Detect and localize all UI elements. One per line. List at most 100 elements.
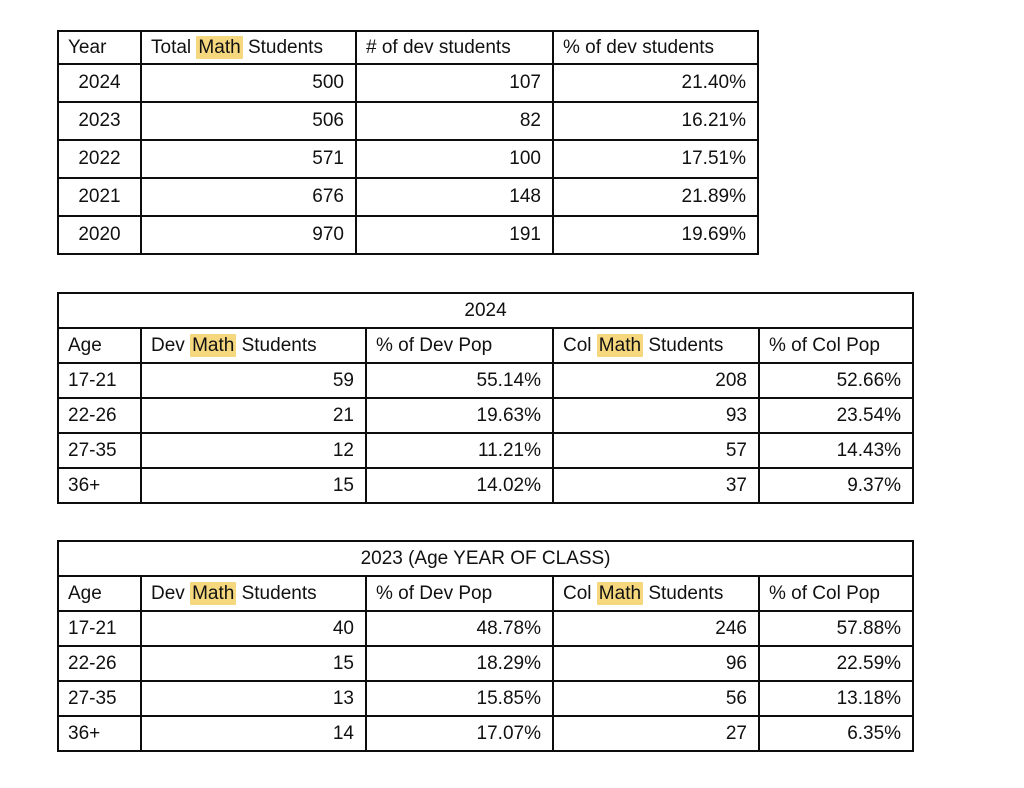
pct-col-pop-cell: 6.35% — [757, 715, 915, 752]
col-header-dev-math-students: Dev Math Students — [140, 575, 367, 612]
pct-dev-pop-cell: 48.78% — [365, 610, 554, 647]
pct-dev-pop-cell: 18.29% — [365, 645, 554, 682]
pct-dev-pop-cell: 19.63% — [365, 397, 554, 434]
year-cell: 2022 — [57, 139, 142, 179]
col-header-col-math-students: Col Math Students — [552, 575, 760, 612]
col-math-cell: 57 — [552, 432, 760, 469]
dev-math-cell: 13 — [140, 680, 367, 717]
total-students-cell: 506 — [140, 101, 357, 141]
search-highlight: Math — [190, 581, 237, 605]
col-header-num-dev-students: # of dev students — [355, 30, 554, 65]
age-cell: 36+ — [57, 715, 142, 752]
age-breakdown-2024-table: 2024 Age Dev Math Students % of Dev Pop … — [56, 292, 915, 504]
dev-math-cell: 14 — [140, 715, 367, 752]
table-row: 27-35 13 15.85% 56 13.18% — [57, 680, 915, 717]
pct-dev-cell: 17.51% — [552, 139, 759, 179]
table-row: 2022 571 100 17.51% — [57, 139, 759, 179]
age-cell: 36+ — [57, 467, 142, 504]
year-cell: 2024 — [57, 63, 142, 103]
table-header-row: Year Total Math Students # of dev studen… — [57, 30, 759, 65]
search-highlight: Math — [190, 333, 237, 357]
total-students-cell: 970 — [140, 215, 357, 255]
header-text: Col — [563, 582, 597, 604]
age-cell: 17-21 — [57, 362, 142, 399]
col-header-pct-dev-pop: % of Dev Pop — [365, 327, 554, 364]
dev-students-cell: 191 — [355, 215, 554, 255]
table-row: 17-21 40 48.78% 246 57.88% — [57, 610, 915, 647]
table-row: 2020 970 191 19.69% — [57, 215, 759, 255]
table-row: 36+ 14 17.07% 27 6.35% — [57, 715, 915, 752]
pct-dev-cell: 21.40% — [552, 63, 759, 103]
col-math-cell: 93 — [552, 397, 760, 434]
col-math-cell: 246 — [552, 610, 760, 647]
dev-math-cell: 21 — [140, 397, 367, 434]
pct-dev-pop-cell: 15.85% — [365, 680, 554, 717]
dev-math-cell: 12 — [140, 432, 367, 469]
col-math-cell: 27 — [552, 715, 760, 752]
pct-col-pop-cell: 13.18% — [757, 680, 915, 717]
col-header-year: Year — [57, 30, 142, 65]
table-title-row: 2024 — [56, 292, 915, 329]
dev-math-cell: 40 — [140, 610, 367, 647]
age-breakdown-2023-table: 2023 (Age YEAR OF CLASS) Age Dev Math St… — [56, 540, 915, 752]
table-title-row: 2023 (Age YEAR OF CLASS) — [56, 540, 915, 577]
table-row: 36+ 15 14.02% 37 9.37% — [57, 467, 915, 504]
table-title: 2023 (Age YEAR OF CLASS) — [56, 540, 915, 577]
dev-math-cell: 15 — [140, 467, 367, 504]
header-text: Col — [563, 334, 597, 356]
search-highlight: Math — [196, 35, 243, 59]
col-header-age: Age — [57, 575, 142, 612]
header-text: Students — [236, 582, 317, 604]
header-text: Students — [242, 36, 323, 58]
col-header-pct-col-pop: % of Col Pop — [757, 327, 915, 364]
age-cell: 22-26 — [57, 645, 142, 682]
year-cell: 2021 — [57, 177, 142, 217]
table-row: 2023 506 82 16.21% — [57, 101, 759, 141]
table-title: 2024 — [56, 292, 915, 329]
col-header-total-math-students: Total Math Students — [140, 30, 357, 65]
age-cell: 22-26 — [57, 397, 142, 434]
col-math-cell: 37 — [552, 467, 760, 504]
col-math-cell: 208 — [552, 362, 760, 399]
col-math-cell: 56 — [552, 680, 760, 717]
pct-col-pop-cell: 9.37% — [757, 467, 915, 504]
col-header-age: Age — [57, 327, 142, 364]
pct-col-pop-cell: 14.43% — [757, 432, 915, 469]
pct-dev-cell: 19.69% — [552, 215, 759, 255]
col-header-pct-col-pop: % of Col Pop — [757, 575, 915, 612]
table-row: 2021 676 148 21.89% — [57, 177, 759, 217]
pct-col-pop-cell: 23.54% — [757, 397, 915, 434]
table-row: 22-26 15 18.29% 96 22.59% — [57, 645, 915, 682]
dev-students-cell: 82 — [355, 101, 554, 141]
pct-dev-pop-cell: 11.21% — [365, 432, 554, 469]
total-students-cell: 571 — [140, 139, 357, 179]
col-header-pct-dev-students: % of dev students — [552, 30, 759, 65]
dev-students-cell: 107 — [355, 63, 554, 103]
table-row: 17-21 59 55.14% 208 52.66% — [57, 362, 915, 399]
year-cell: 2023 — [57, 101, 142, 141]
dev-math-cell: 59 — [140, 362, 367, 399]
col-header-col-math-students: Col Math Students — [552, 327, 760, 364]
header-text: Total — [151, 36, 197, 58]
pct-dev-cell: 21.89% — [552, 177, 759, 217]
header-text: Students — [643, 582, 724, 604]
search-highlight: Math — [596, 581, 644, 605]
table-header-row: Age Dev Math Students % of Dev Pop Col M… — [57, 575, 915, 612]
year-cell: 2020 — [57, 215, 142, 255]
table-header-row: Age Dev Math Students % of Dev Pop Col M… — [57, 327, 915, 364]
total-students-cell: 500 — [140, 63, 357, 103]
age-cell: 27-35 — [57, 680, 142, 717]
search-highlight: Math — [596, 333, 644, 357]
table-row: 2024 500 107 21.40% — [57, 63, 759, 103]
pct-dev-pop-cell: 55.14% — [365, 362, 554, 399]
pct-col-pop-cell: 22.59% — [757, 645, 915, 682]
pct-col-pop-cell: 52.66% — [757, 362, 915, 399]
dev-students-cell: 100 — [355, 139, 554, 179]
pct-dev-pop-cell: 14.02% — [365, 467, 554, 504]
table-row: 22-26 21 19.63% 93 23.54% — [57, 397, 915, 434]
pct-col-pop-cell: 57.88% — [757, 610, 915, 647]
yearly-totals-table: Year Total Math Students # of dev studen… — [57, 30, 759, 255]
col-header-dev-math-students: Dev Math Students — [140, 327, 367, 364]
age-cell: 17-21 — [57, 610, 142, 647]
